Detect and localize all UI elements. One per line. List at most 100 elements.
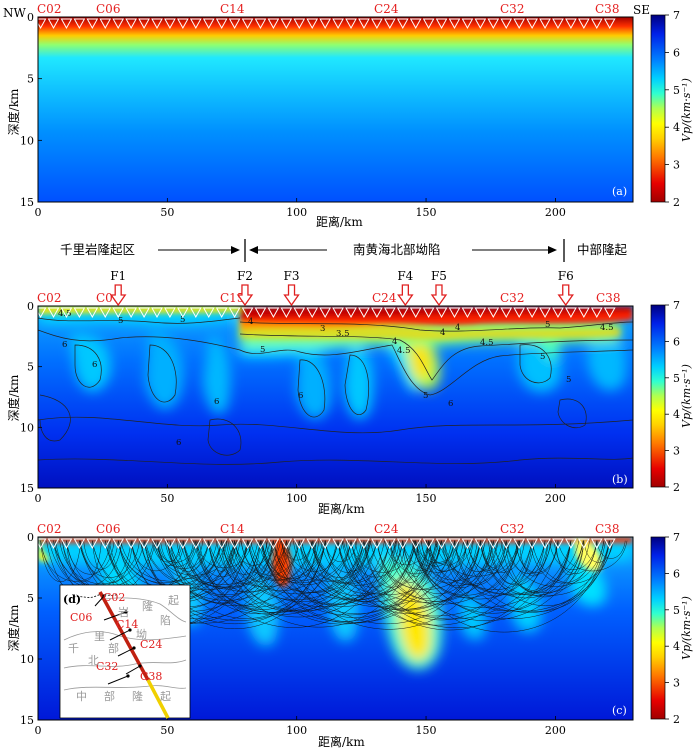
station-triangle [358, 538, 370, 550]
station-triangle [552, 538, 564, 550]
colorbar-a: 2 3 4 5 6 7 Vp/(km·s⁻¹) [650, 9, 693, 209]
inset-coastline [69, 593, 119, 599]
ray-path [145, 540, 248, 585]
colorbar-b-label: Vp/(km·s⁻¹) [680, 364, 693, 428]
station-triangle [358, 307, 370, 319]
y-tick-label: 15 [20, 196, 34, 209]
colorbar-tick-label: 6 [673, 567, 680, 580]
station-triangle [319, 307, 332, 319]
station-triangle [112, 307, 125, 319]
station-triangle [319, 18, 332, 30]
station-triangle [280, 307, 293, 319]
station-triangle [487, 307, 500, 319]
station-triangle [177, 18, 189, 30]
station-triangle [86, 538, 99, 550]
ray-path [83, 540, 119, 570]
ray-path [286, 540, 343, 572]
contour-label: 5 [566, 375, 571, 385]
ray-path [370, 540, 481, 590]
station-triangle [565, 538, 577, 550]
station-triangle [112, 18, 125, 30]
station-triangle [461, 307, 474, 319]
fault-markers: F1 F2 F3 F4 F5 F6 [109, 269, 574, 307]
colorbar-c-label: Vp/(km·s⁻¹) [680, 596, 693, 660]
ray-path [183, 540, 313, 593]
panel-b-tag: (b) [612, 473, 628, 486]
station-triangle [539, 18, 551, 30]
x-tick-label: 50 [160, 724, 174, 737]
station-triangle [215, 538, 228, 550]
inset-label: 隆 [142, 599, 153, 613]
y-tick-label: 5 [27, 73, 34, 86]
station-triangle [293, 18, 306, 30]
station-triangle [319, 538, 332, 550]
region-annotation: 千里岩隆起区 南黄海北部坳陷 中部隆起 [60, 239, 628, 262]
station-triangle [280, 538, 293, 550]
contour-label: 5 [540, 352, 545, 362]
inset-map-frame [59, 584, 191, 719]
x-tick-label: 50 [160, 492, 174, 505]
contour-label: 5 [180, 315, 185, 325]
ray-path [415, 540, 520, 599]
panel-a-station-c38: C38 [595, 2, 619, 16]
ray-path [222, 540, 339, 592]
panel-b-station-c32: C32 [500, 291, 524, 305]
panel-c-station-c14: C14 [220, 522, 245, 536]
x-tick-label: 200 [545, 206, 566, 219]
inset-station-arrows [94, 594, 142, 685]
ray-path [515, 540, 559, 575]
station-triangle [306, 18, 319, 30]
station-triangle [435, 538, 448, 550]
station-triangle [332, 307, 344, 319]
x-tick-label: 150 [416, 724, 437, 737]
station-triangle [565, 18, 577, 30]
y-tick-label: 0 [27, 11, 34, 24]
station-triangle [358, 18, 370, 30]
inset-arrow-head [124, 610, 128, 614]
station-triangle [565, 307, 577, 319]
station-triangle [86, 18, 99, 30]
x-tick-label: 200 [545, 724, 566, 737]
inset-arrow-head [138, 664, 142, 668]
station-triangle [435, 18, 448, 30]
station-triangle [241, 538, 254, 550]
inset-label: 北 [88, 654, 99, 667]
region-central-uplift: 中部隆起 [577, 242, 628, 257]
ray-path [232, 540, 287, 582]
ray-path [397, 540, 481, 594]
inset-tag: (d) [63, 593, 81, 606]
contour-label: 6 [448, 399, 453, 409]
colorbar-a-label: Vp/(km·s⁻¹) [680, 78, 693, 142]
station-triangle [306, 307, 319, 319]
station-triangle [293, 307, 306, 319]
station-triangle [73, 307, 86, 319]
station-triangle [202, 18, 215, 30]
station-triangle [345, 18, 357, 30]
contour-label: 5 [260, 345, 265, 355]
x-tick-label: 100 [286, 492, 307, 505]
y-tick-label: 10 [20, 421, 34, 434]
ray-path [501, 540, 572, 593]
x-tick-label: 150 [416, 206, 437, 219]
ray-path [505, 540, 605, 587]
panel-a-station-c32: C32 [500, 2, 524, 16]
station-triangle [228, 18, 241, 30]
panel-a-frame [37, 16, 634, 203]
station-triangle [177, 307, 189, 319]
station-triangle [577, 538, 590, 550]
ray-path [426, 540, 468, 566]
ray-path [157, 540, 209, 569]
station-triangle [267, 307, 280, 319]
colorbar-tick-label: 4 [673, 408, 680, 421]
station-triangle [409, 307, 422, 319]
fault-arrow-f3 [283, 284, 300, 307]
ray-path [324, 540, 358, 563]
colorbar-a-ticks: 2 3 4 5 6 7 [665, 9, 680, 209]
station-triangle [112, 538, 125, 550]
panel-c-station-c06: C06 [96, 522, 120, 536]
station-triangle [99, 538, 112, 550]
inset-label: 岩 [118, 605, 129, 619]
panel-c-frame [37, 536, 634, 721]
contour-label: 4 [248, 317, 253, 327]
region-qianliyan: 千里岩隆起区 [60, 242, 135, 257]
